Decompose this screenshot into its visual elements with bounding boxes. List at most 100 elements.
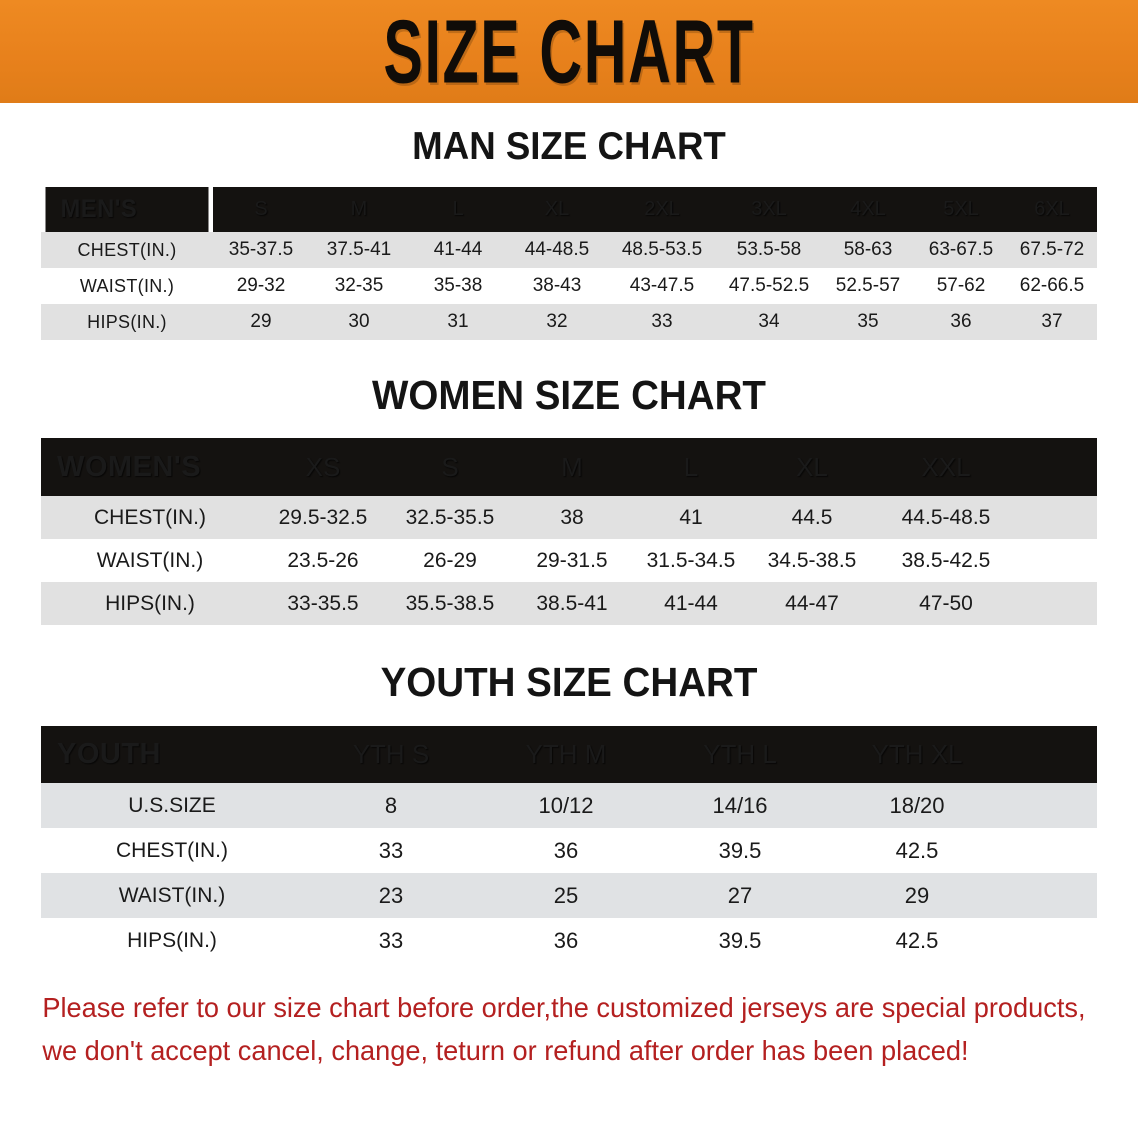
youth-corner-label: YOUTH — [41, 726, 303, 783]
cell: 44.5-48.5 — [873, 496, 1019, 539]
youth-col-header: YTH S — [303, 726, 479, 783]
cell-filler — [1019, 582, 1097, 625]
cell: 25 — [479, 873, 653, 918]
page-title: SIZE CHART — [383, 0, 755, 102]
cell: 31.5-34.5 — [631, 539, 751, 582]
youth-section-title: YOUTH SIZE CHART — [380, 659, 758, 705]
cell: 63-67.5 — [915, 232, 1007, 268]
cell: 52.5-57 — [821, 268, 915, 304]
cell: 39.5 — [653, 918, 827, 963]
cell: 34 — [717, 304, 821, 340]
cell: 33-35.5 — [259, 582, 387, 625]
cell: 42.5 — [827, 828, 1007, 873]
youth-col-header: YTH L — [653, 726, 827, 783]
cell: 29-32 — [213, 268, 309, 304]
disclaimer-line-1: Please refer to our size chart before or… — [42, 992, 1086, 1023]
table-row: CHEST(IN.) 35-37.5 37.5-41 41-44 44-48.5… — [41, 232, 1097, 268]
women-row-label: HIPS(IN.) — [41, 582, 259, 625]
cell: 48.5-53.5 — [607, 232, 717, 268]
cell: 37 — [1007, 304, 1097, 340]
cell: 29.5-32.5 — [259, 496, 387, 539]
cell-filler — [1019, 496, 1097, 539]
cell-filler — [1007, 828, 1097, 873]
cell: 23.5-26 — [259, 539, 387, 582]
man-col-header: S — [213, 187, 309, 232]
man-col-header: 2XL — [607, 187, 717, 232]
man-row-label: HIPS(IN.) — [41, 304, 213, 340]
cell: 33 — [303, 918, 479, 963]
man-corner-label: MEN'S — [45, 187, 209, 232]
cell: 35 — [821, 304, 915, 340]
cell: 32.5-35.5 — [387, 496, 513, 539]
cell: 57-62 — [915, 268, 1007, 304]
women-corner-label: WOMEN'S — [41, 438, 259, 496]
man-size-table: MEN'S S M L XL 2XL 3XL 4XL 5XL 6XL CHEST… — [41, 187, 1097, 340]
cell: 43-47.5 — [607, 268, 717, 304]
women-row-label: CHEST(IN.) — [41, 496, 259, 539]
cell: 29-31.5 — [513, 539, 631, 582]
cell: 26-29 — [387, 539, 513, 582]
cell: 18/20 — [827, 783, 1007, 828]
man-col-header: L — [409, 187, 507, 232]
table-row: HIPS(IN.) 33 36 39.5 42.5 — [41, 918, 1097, 963]
women-col-header: XL — [751, 438, 873, 496]
cell: 47-50 — [873, 582, 1019, 625]
man-col-header: XL — [507, 187, 607, 232]
cell: 32 — [507, 304, 607, 340]
size-chart-sheet: MAN SIZE CHART MEN'S S M L XL 2XL 3XL 4X… — [0, 125, 1138, 1072]
man-col-header: 4XL — [821, 187, 915, 232]
women-header-row: WOMEN'S XS S M L XL XXL — [41, 438, 1097, 496]
cell: 23 — [303, 873, 479, 918]
women-col-header: XS — [259, 438, 387, 496]
youth-row-label: WAIST(IN.) — [41, 873, 303, 918]
cell-filler — [1007, 918, 1097, 963]
cell: 41 — [631, 496, 751, 539]
cell: 62-66.5 — [1007, 268, 1097, 304]
women-header-filler — [1019, 438, 1097, 496]
man-col-header: 6XL — [1007, 187, 1097, 232]
table-row: HIPS(IN.) 29 30 31 32 33 34 35 36 37 — [41, 304, 1097, 340]
cell: 42.5 — [827, 918, 1007, 963]
cell: 38-43 — [507, 268, 607, 304]
cell-filler — [1007, 783, 1097, 828]
cell: 36 — [915, 304, 1007, 340]
youth-row-label: CHEST(IN.) — [41, 828, 303, 873]
women-col-header: XXL — [873, 438, 1019, 496]
cell-filler — [1007, 873, 1097, 918]
women-col-header: S — [387, 438, 513, 496]
youth-col-header: YTH M — [479, 726, 653, 783]
cell: 58-63 — [821, 232, 915, 268]
cell: 53.5-58 — [717, 232, 821, 268]
cell: 47.5-52.5 — [717, 268, 821, 304]
youth-size-table: YOUTH YTH S YTH M YTH L YTH XL U.S.SIZE … — [41, 726, 1097, 963]
table-row: CHEST(IN.) 33 36 39.5 42.5 — [41, 828, 1097, 873]
cell: 44-47 — [751, 582, 873, 625]
cell: 37.5-41 — [309, 232, 409, 268]
cell: 10/12 — [479, 783, 653, 828]
cell: 33 — [607, 304, 717, 340]
cell: 44-48.5 — [507, 232, 607, 268]
cell: 31 — [409, 304, 507, 340]
table-row: CHEST(IN.) 29.5-32.5 32.5-35.5 38 41 44.… — [41, 496, 1097, 539]
cell: 29 — [827, 873, 1007, 918]
man-col-header: 5XL — [915, 187, 1007, 232]
cell: 32-35 — [309, 268, 409, 304]
disclaimer-line-2: we don't accept cancel, change, teturn o… — [42, 1034, 969, 1066]
cell: 35-38 — [409, 268, 507, 304]
man-col-header: M — [309, 187, 409, 232]
women-size-table: WOMEN'S XS S M L XL XXL CHEST(IN.) 29.5-… — [41, 438, 1097, 625]
man-row-label: WAIST(IN.) — [41, 268, 213, 304]
cell-filler — [1019, 539, 1097, 582]
cell: 30 — [309, 304, 409, 340]
man-row-label: CHEST(IN.) — [41, 232, 213, 268]
page-banner: SIZE CHART — [0, 0, 1138, 103]
youth-row-label: U.S.SIZE — [41, 783, 303, 828]
cell: 41-44 — [409, 232, 507, 268]
women-section-title: WOMEN SIZE CHART — [372, 372, 766, 418]
cell: 38 — [513, 496, 631, 539]
man-section-title: MAN SIZE CHART — [412, 125, 726, 168]
table-row: WAIST(IN.) 23.5-26 26-29 29-31.5 31.5-34… — [41, 539, 1097, 582]
cell: 36 — [479, 828, 653, 873]
cell: 8 — [303, 783, 479, 828]
disclaimer-text: Please refer to our size chart before or… — [21, 987, 1086, 1072]
